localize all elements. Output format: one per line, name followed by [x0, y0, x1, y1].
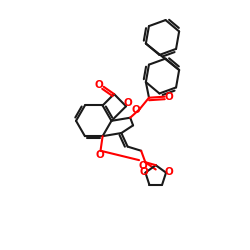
- Text: O: O: [164, 166, 173, 176]
- Text: O: O: [95, 150, 104, 160]
- Text: O: O: [132, 105, 140, 115]
- Text: O: O: [95, 80, 104, 90]
- Text: O: O: [165, 92, 173, 102]
- Text: O: O: [140, 166, 148, 176]
- Text: O: O: [139, 161, 147, 171]
- Text: O: O: [124, 98, 132, 108]
